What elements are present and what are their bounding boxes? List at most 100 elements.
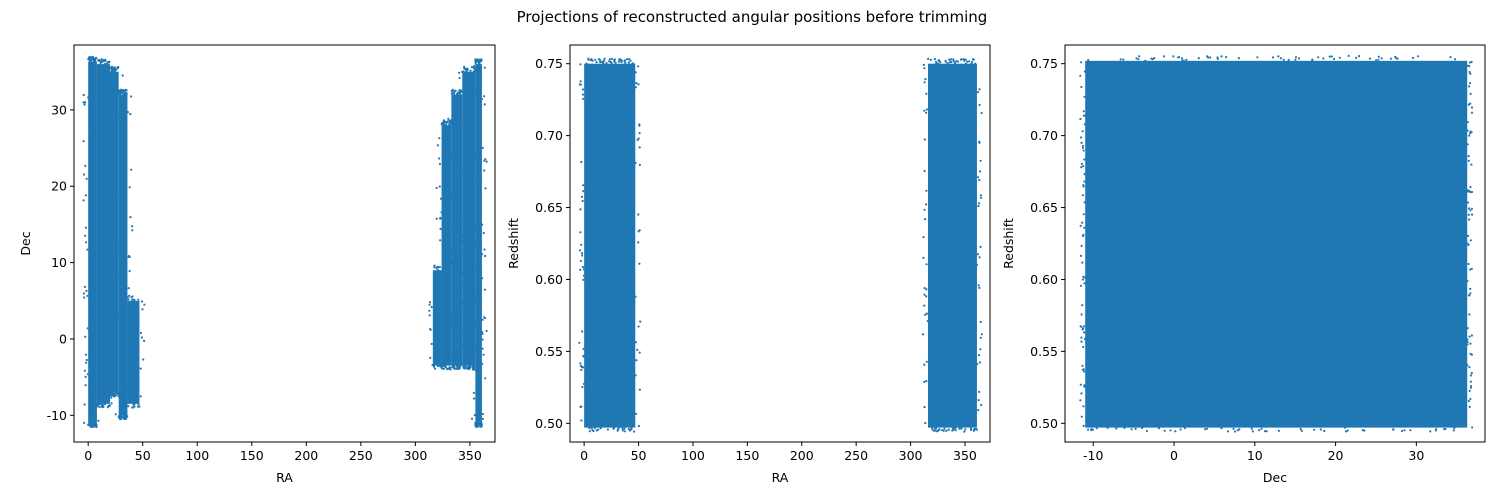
scatter-point bbox=[113, 375, 116, 378]
scatter-point bbox=[133, 405, 136, 408]
scatter-point bbox=[978, 390, 981, 393]
scatter-point bbox=[978, 88, 981, 91]
scatter-point bbox=[1466, 364, 1469, 367]
scatter-point bbox=[93, 290, 96, 293]
scatter-point bbox=[82, 173, 85, 176]
scatter-point bbox=[579, 208, 582, 211]
scatter-point bbox=[980, 403, 983, 407]
scatter-point bbox=[440, 366, 443, 369]
x-axis: -10 0 10 20 30 bbox=[1083, 442, 1424, 463]
scatter-point bbox=[610, 61, 613, 65]
scatter-point bbox=[617, 60, 621, 63]
scatter-point bbox=[616, 428, 619, 431]
scatter-point bbox=[483, 95, 486, 98]
scatter-point bbox=[445, 366, 448, 369]
y-tick-label: 0.55 bbox=[1030, 344, 1058, 359]
scatter-point bbox=[1079, 117, 1082, 121]
scatter-point bbox=[1466, 129, 1469, 132]
scatter-point bbox=[451, 89, 454, 92]
scatter-point bbox=[438, 185, 441, 188]
scatter-point bbox=[458, 225, 461, 228]
scatter-point bbox=[459, 99, 462, 102]
scatter-point bbox=[1467, 243, 1470, 246]
scatter-point bbox=[595, 61, 598, 64]
scatter-point bbox=[94, 56, 97, 60]
scatter-point-cluster bbox=[462, 71, 476, 366]
scatter-point bbox=[1080, 141, 1083, 144]
scatter-point bbox=[966, 60, 969, 63]
scatter-point bbox=[1079, 399, 1082, 402]
scatter-point bbox=[1216, 57, 1219, 61]
scatter-point bbox=[579, 80, 582, 83]
scatter-point bbox=[1181, 59, 1184, 62]
scatter-point bbox=[929, 58, 932, 62]
scatter-point bbox=[104, 298, 107, 301]
scatter-point bbox=[475, 58, 478, 62]
scatter-point bbox=[107, 209, 110, 212]
scatter-point bbox=[1468, 389, 1471, 392]
scatter-point bbox=[1343, 426, 1347, 429]
scatter-point bbox=[923, 406, 926, 409]
scatter-point bbox=[91, 264, 94, 267]
scatter-point bbox=[449, 366, 452, 369]
scatter-point bbox=[429, 356, 432, 359]
scatter-point bbox=[1220, 55, 1223, 58]
scatter-point bbox=[458, 91, 461, 94]
scatter-point bbox=[1185, 58, 1188, 62]
scatter-point bbox=[1081, 328, 1084, 331]
scatter-point bbox=[1204, 428, 1207, 431]
scatter-point bbox=[447, 117, 450, 120]
scatter-point bbox=[84, 234, 87, 237]
scatter-point bbox=[939, 61, 942, 64]
scatter-point bbox=[947, 428, 950, 431]
scatter-point bbox=[1469, 386, 1472, 389]
scatter-point bbox=[445, 296, 448, 300]
scatter-point bbox=[447, 301, 450, 304]
scatter-point bbox=[632, 62, 635, 65]
scatter-point bbox=[1080, 336, 1083, 339]
scatter-point bbox=[119, 418, 122, 421]
scatter-point bbox=[129, 113, 132, 116]
scatter-point bbox=[925, 380, 928, 383]
scatter-point bbox=[933, 58, 937, 61]
scatter-point bbox=[116, 313, 119, 316]
x-tick-label: 100 bbox=[681, 448, 705, 463]
scatter-point bbox=[637, 213, 640, 216]
scatter-point bbox=[1469, 132, 1472, 135]
scatter-point bbox=[931, 426, 934, 430]
y-tick-label: 0.70 bbox=[1030, 128, 1058, 143]
scatter-point bbox=[442, 120, 445, 123]
x-tick-label: 50 bbox=[135, 448, 151, 463]
scatter-point bbox=[457, 355, 460, 358]
scatter-point bbox=[447, 146, 450, 149]
x-tick-label: 300 bbox=[899, 448, 923, 463]
y-axis-label: Redshift bbox=[506, 218, 521, 269]
scatter-point bbox=[638, 262, 641, 265]
y-tick-label: 0.65 bbox=[1030, 200, 1058, 215]
scatter-point bbox=[473, 64, 476, 68]
scatter-point bbox=[977, 399, 980, 402]
scatter-point bbox=[638, 351, 641, 354]
scatter-point bbox=[439, 216, 442, 219]
scatter-point bbox=[954, 429, 957, 432]
scatter-point bbox=[923, 109, 926, 112]
scatter-point bbox=[1083, 282, 1086, 285]
scatter-point bbox=[137, 298, 140, 301]
scatter-point bbox=[925, 189, 928, 192]
scatter-point bbox=[1469, 185, 1472, 189]
scatter-point bbox=[483, 103, 486, 106]
scatter-point bbox=[105, 207, 108, 211]
scatter-point bbox=[1323, 429, 1326, 433]
scatter-point bbox=[621, 427, 624, 430]
scatter-point bbox=[1294, 56, 1298, 59]
scatter-point bbox=[428, 303, 431, 306]
scatter-point bbox=[116, 186, 119, 189]
scatter-point bbox=[115, 129, 118, 132]
scatter-point bbox=[972, 58, 975, 61]
scatter-point bbox=[129, 216, 132, 219]
scatter-point bbox=[121, 345, 124, 348]
scatter-point bbox=[461, 282, 464, 285]
scatter-point bbox=[91, 123, 94, 126]
scatter-point bbox=[483, 248, 486, 251]
scatter-point bbox=[481, 347, 484, 350]
